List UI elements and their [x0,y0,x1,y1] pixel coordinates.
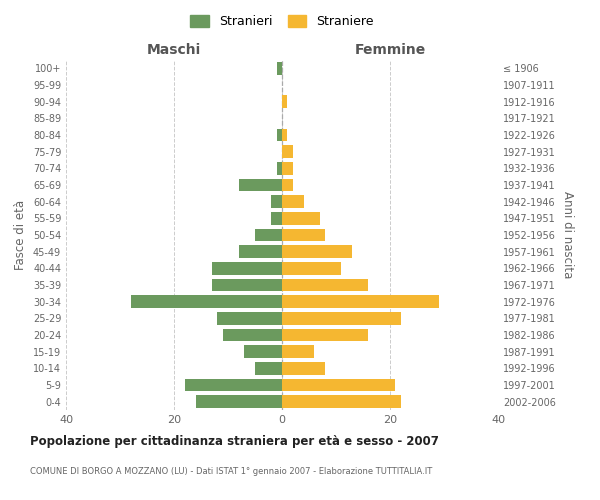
Bar [282,146,293,158]
Bar [282,262,341,274]
Text: Maschi: Maschi [147,42,201,56]
Bar [277,129,282,141]
Bar [212,262,282,274]
Bar [255,362,282,374]
Bar [282,212,320,224]
Bar [282,312,401,324]
Bar [223,329,282,341]
Y-axis label: Fasce di età: Fasce di età [14,200,27,270]
Bar [255,229,282,241]
Bar [282,362,325,374]
Bar [212,279,282,291]
Bar [282,96,287,108]
Bar [282,329,368,341]
Bar [196,396,282,408]
Bar [239,179,282,192]
Bar [282,396,401,408]
Text: COMUNE DI BORGO A MOZZANO (LU) - Dati ISTAT 1° gennaio 2007 - Elaborazione TUTTI: COMUNE DI BORGO A MOZZANO (LU) - Dati IS… [30,468,432,476]
Bar [244,346,282,358]
Bar [282,279,368,291]
Bar [282,246,352,258]
Bar [282,296,439,308]
Bar [131,296,282,308]
Bar [282,346,314,358]
Bar [239,246,282,258]
Y-axis label: Anni di nascita: Anni di nascita [561,192,574,278]
Bar [271,212,282,224]
Text: Femmine: Femmine [355,42,425,56]
Bar [282,379,395,391]
Bar [277,162,282,174]
Legend: Stranieri, Straniere: Stranieri, Straniere [187,11,377,32]
Bar [282,179,293,192]
Bar [271,196,282,208]
Bar [282,229,325,241]
Bar [282,196,304,208]
Bar [185,379,282,391]
Bar [217,312,282,324]
Bar [282,162,293,174]
Text: Popolazione per cittadinanza straniera per età e sesso - 2007: Popolazione per cittadinanza straniera p… [30,435,439,448]
Bar [277,62,282,74]
Bar [282,129,287,141]
